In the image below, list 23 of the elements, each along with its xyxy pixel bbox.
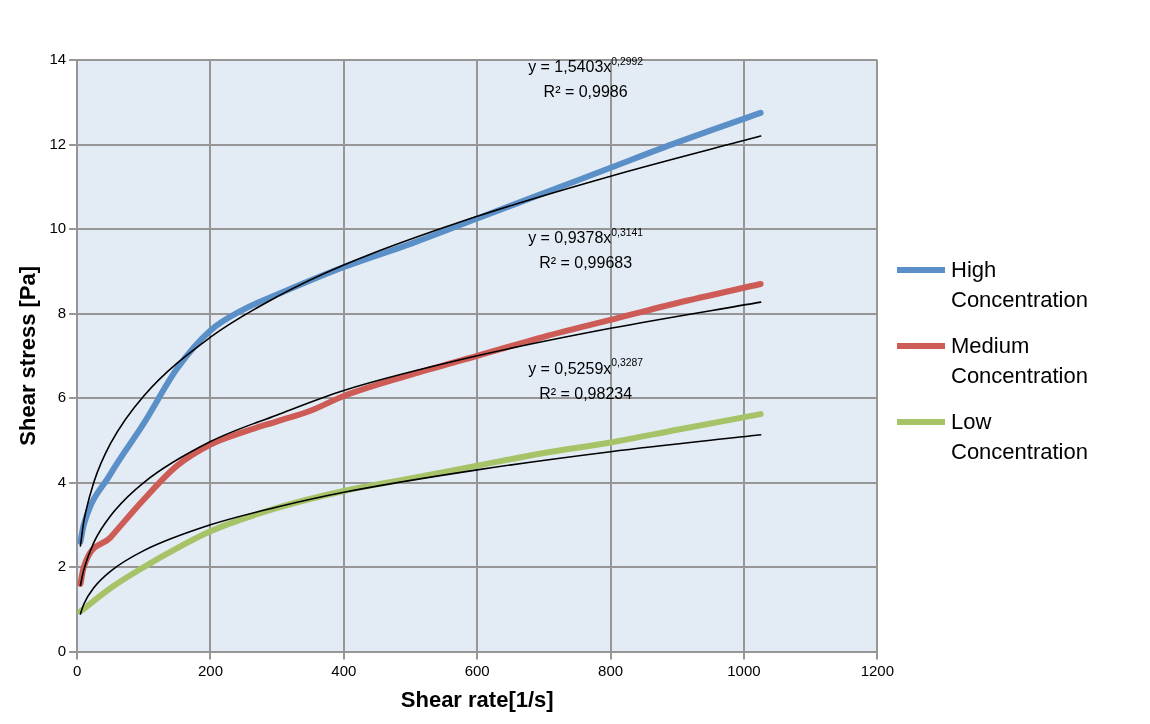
- annotation: R² = 0,98234: [539, 384, 633, 402]
- annotation: R² = 0,9986: [543, 83, 628, 101]
- x-tick-label: 0: [72, 661, 82, 679]
- legend-label: Medium Concentration: [951, 332, 1089, 390]
- y-tick-label: 2: [57, 557, 67, 575]
- annotation: R² = 0,99683: [539, 254, 633, 272]
- y-tick-label: 6: [57, 388, 67, 406]
- y-tick-label: 10: [49, 219, 67, 237]
- y-tick-label: 4: [57, 472, 67, 490]
- x-tick-label: 1000: [727, 661, 761, 679]
- y-tick-label: 0: [57, 641, 67, 659]
- x-tick-label: 800: [598, 661, 624, 679]
- legend-label: Low Concentration: [951, 408, 1089, 466]
- y-tick-label: 8: [57, 303, 67, 321]
- legend-label: High Concentration: [951, 256, 1089, 314]
- x-tick-label: 600: [464, 661, 490, 679]
- x-axis-title: Shear rate[1/s]: [400, 686, 554, 712]
- y-axis-title: Shear stress [Pa]: [15, 265, 41, 446]
- x-tick-label: 200: [197, 661, 223, 679]
- x-tick-label: 400: [331, 661, 357, 679]
- y-tick-label: 12: [49, 134, 67, 152]
- x-tick-label: 1200: [860, 661, 894, 679]
- y-tick-label: 14: [49, 50, 67, 68]
